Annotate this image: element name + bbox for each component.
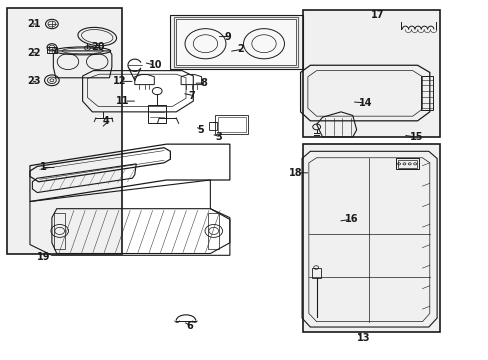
Polygon shape: [173, 17, 298, 67]
Bar: [6, 8, 122, 253]
Text: 9: 9: [224, 32, 231, 41]
Text: 3: 3: [215, 132, 222, 142]
Text: 15: 15: [409, 132, 423, 142]
Text: 7: 7: [188, 91, 195, 101]
Text: 11: 11: [116, 96, 130, 106]
Text: 2: 2: [237, 44, 244, 54]
Text: 10: 10: [149, 60, 163, 70]
Bar: [200, 25, 224, 39]
Text: 4: 4: [103, 116, 110, 126]
Text: 1: 1: [40, 162, 47, 172]
Text: 19: 19: [37, 252, 51, 262]
Bar: [170, 15, 303, 69]
Bar: [195, 29, 200, 36]
Bar: [47, 47, 57, 53]
Bar: [207, 213, 218, 249]
Bar: [397, 160, 416, 168]
Text: 12: 12: [113, 76, 126, 86]
Text: 5: 5: [197, 125, 204, 135]
Bar: [395, 158, 418, 169]
Bar: [215, 116, 248, 134]
Bar: [420, 76, 432, 110]
Text: 14: 14: [358, 98, 372, 108]
Bar: [303, 10, 439, 137]
Text: 22: 22: [27, 48, 41, 58]
Text: 20: 20: [91, 42, 104, 52]
Text: 6: 6: [185, 321, 192, 331]
Bar: [209, 122, 217, 130]
Text: 17: 17: [370, 10, 384, 20]
Bar: [311, 267, 320, 278]
Bar: [54, 213, 65, 249]
Bar: [6, 8, 122, 253]
Text: 8: 8: [200, 78, 207, 88]
Text: 18: 18: [289, 168, 303, 178]
Bar: [217, 117, 245, 132]
Bar: [170, 15, 303, 69]
Text: 21: 21: [27, 19, 41, 29]
Text: 16: 16: [344, 215, 357, 224]
Bar: [303, 144, 439, 332]
Bar: [303, 10, 439, 137]
Bar: [203, 28, 222, 37]
Bar: [303, 144, 439, 332]
Text: 13: 13: [356, 333, 369, 343]
Text: 23: 23: [27, 76, 41, 86]
Bar: [148, 105, 166, 123]
